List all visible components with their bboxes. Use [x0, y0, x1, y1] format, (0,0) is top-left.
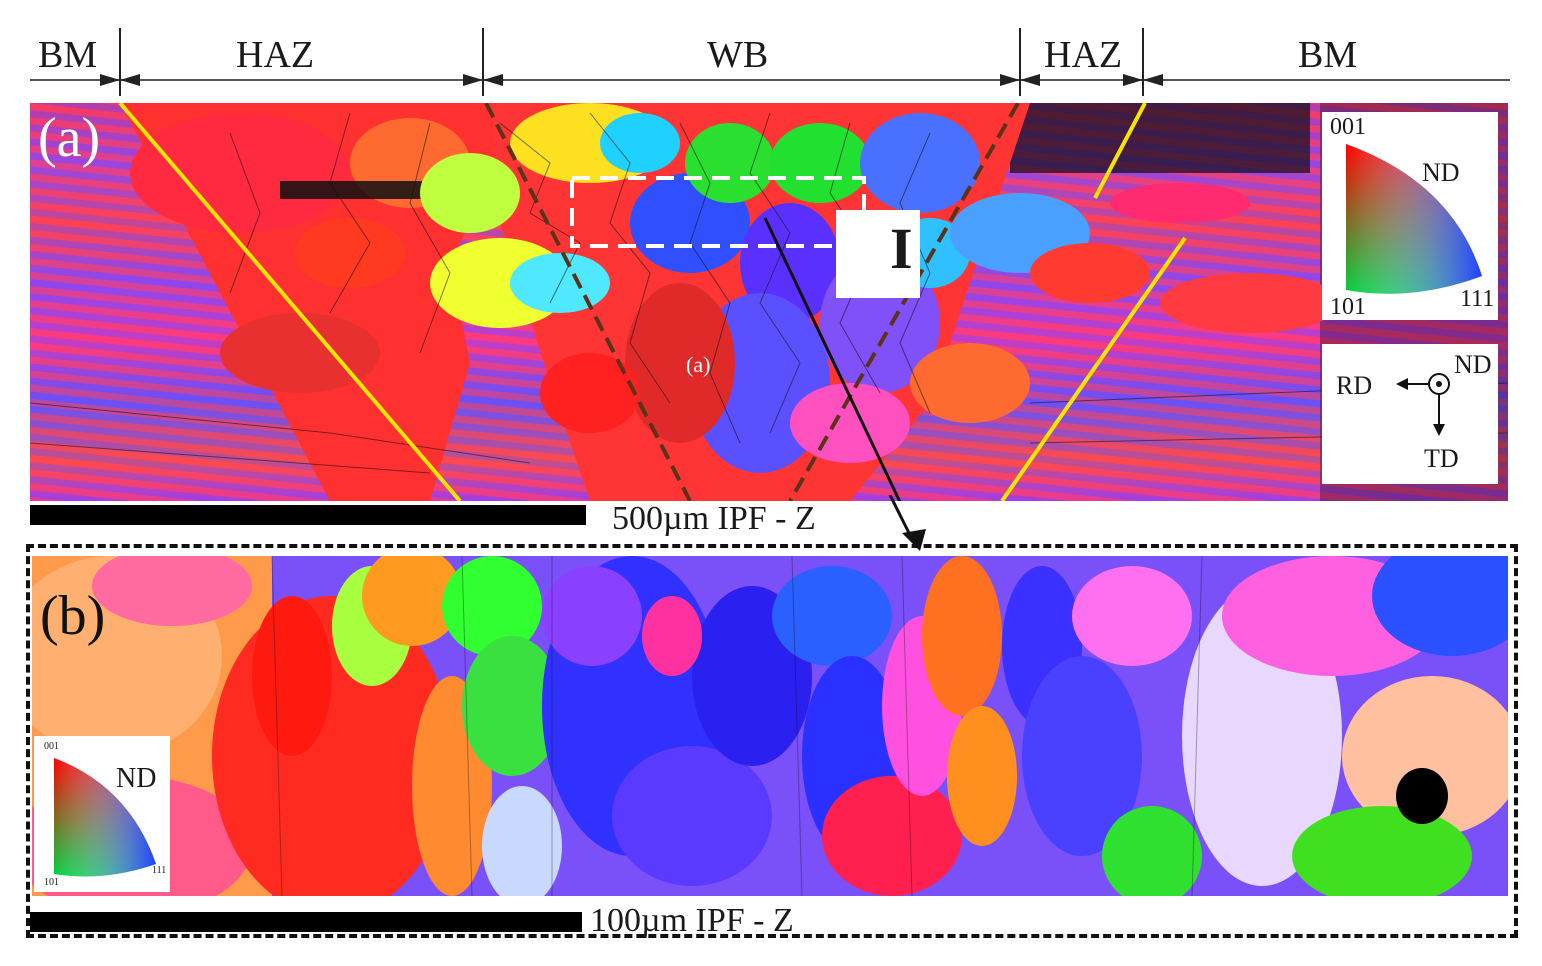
zone-label-haz-right: HAZ — [1044, 34, 1123, 76]
ipf-legend-a-111: 111 — [1460, 286, 1495, 312]
ipf-legend-b-111: 111 — [152, 865, 167, 876]
scale-text-a: 500µm IPF - Z — [612, 500, 816, 537]
ebsd-map-a-image — [30, 103, 1508, 501]
scale-text-b: 100µm IPF - Z — [590, 902, 794, 939]
ebsd-map-b-image — [32, 556, 1508, 896]
ipf-legend-a-001: 001 — [1330, 114, 1366, 140]
ipf-legend-a-nd: ND — [1422, 158, 1460, 187]
axes-arrows — [1396, 373, 1450, 436]
ipf-legend-b-101: 101 — [44, 877, 59, 888]
ipf-legend-b-001: 001 — [44, 741, 59, 752]
axis-label-nd: ND — [1454, 350, 1492, 379]
panel-letter-b: (b) — [40, 585, 106, 647]
axis-label-td: TD — [1424, 444, 1459, 473]
scale-bar-b — [30, 912, 582, 932]
zone-label-bm-left: BM — [38, 34, 98, 76]
axis-label-rd: RD — [1336, 371, 1373, 400]
scale-bar-a — [30, 505, 586, 525]
ipf-triangle-a — [1346, 144, 1482, 294]
marker-I: I — [890, 216, 913, 281]
ebsd-map-a — [30, 103, 1508, 501]
axes-legend — [1322, 344, 1498, 484]
zone-label-haz-left: HAZ — [236, 34, 315, 76]
ipf-triangle-b — [54, 758, 156, 877]
zone-label-wb: WB — [707, 34, 769, 76]
ipf-legend-a-101: 101 — [1330, 294, 1366, 320]
ebsd-map-b-frame — [26, 544, 1518, 938]
ipf-legend-a — [1322, 112, 1498, 320]
zone-header-lines — [30, 28, 1510, 96]
zone-label-bm-right: BM — [1298, 34, 1358, 76]
panel-letter-a: (a) — [38, 107, 101, 169]
ipf-legend-b-nd: ND — [116, 763, 157, 794]
ipf-legend-b — [34, 736, 170, 892]
ebsd-map-b — [32, 556, 1508, 896]
inner-mark-a: (a) — [686, 352, 711, 377]
